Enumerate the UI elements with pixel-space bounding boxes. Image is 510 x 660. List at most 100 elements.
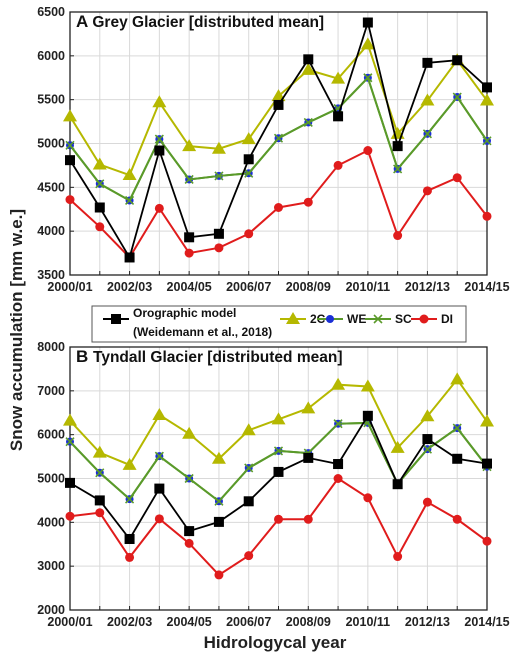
data-point-di <box>393 231 403 241</box>
data-point-c2 <box>450 372 465 385</box>
legend-marker-orographic <box>111 314 121 324</box>
x-tick-label: 2002/03 <box>107 280 152 294</box>
data-point-sc <box>125 195 135 206</box>
data-point-orographic <box>213 516 224 527</box>
data-point-c2 <box>152 95 167 108</box>
data-point-orographic <box>124 533 135 544</box>
y-tick-label: 2000 <box>37 603 65 617</box>
data-point-di <box>393 552 403 562</box>
series-di <box>65 146 492 262</box>
data-point-orographic <box>333 459 344 470</box>
data-point-sc <box>393 164 403 174</box>
x-tick-label: 2002/03 <box>107 615 152 629</box>
data-point-di <box>422 497 432 507</box>
x-tick-label: 2006/07 <box>226 615 271 629</box>
data-point-di <box>244 229 254 239</box>
legend-label: (Weidemann et al., 2018) <box>133 325 272 339</box>
x-tick-label: 2014/15 <box>464 280 509 294</box>
data-point-sc <box>214 496 224 506</box>
x-tick-label: 2000/01 <box>47 615 92 629</box>
y-tick-label: 8000 <box>37 340 65 354</box>
data-point-c2 <box>331 377 346 390</box>
data-point-c2 <box>182 139 197 152</box>
data-point-sc <box>95 468 105 478</box>
y-tick-label: 4500 <box>37 180 65 194</box>
data-point-orographic <box>392 479 403 490</box>
data-point-sc <box>154 451 164 461</box>
x-tick-label: 2012/13 <box>405 280 450 294</box>
panel-a-grey-glacier: 3500 4000 4500 5000 5500 6000 6500 2000/01 2002/… <box>37 5 509 294</box>
data-point-c2 <box>271 412 286 425</box>
data-point-sc <box>422 129 432 139</box>
data-point-orographic <box>422 434 433 445</box>
data-point-c2 <box>211 141 226 154</box>
data-point-c2 <box>420 93 435 106</box>
x-tick-label: 2014/15 <box>464 615 509 629</box>
data-point-di <box>125 552 135 562</box>
y-axis-label: Snow accumulation [mm w.e.] <box>7 209 26 451</box>
data-point-sc <box>452 423 462 433</box>
data-point-di <box>422 186 432 196</box>
data-point-sc <box>244 168 254 178</box>
data-point-c2 <box>122 457 137 470</box>
y-tick-label: 4000 <box>37 515 65 529</box>
data-point-c2 <box>480 414 494 427</box>
data-point-orographic <box>94 202 105 213</box>
data-point-sc <box>422 444 432 454</box>
data-point-orographic <box>213 228 224 239</box>
legend-item-c2: 2C <box>280 312 326 326</box>
data-point-orographic <box>65 477 75 488</box>
x-tick-label: 2010/11 <box>346 280 391 294</box>
x-tick-label: 2000/01 <box>47 280 92 294</box>
data-point-orographic <box>392 141 403 152</box>
data-point-sc <box>452 92 462 102</box>
panel-title: B Tyndall Glacier [distributed mean] <box>76 347 342 366</box>
x-axis-label: Hidrologycal year <box>204 633 347 652</box>
data-point-orographic <box>303 54 314 65</box>
data-point-di <box>95 222 105 232</box>
data-point-sc <box>273 446 284 456</box>
y-tick-label: 7000 <box>37 384 65 398</box>
data-point-orographic <box>94 495 105 506</box>
data-point-c2 <box>390 440 405 453</box>
data-point-sc <box>65 140 75 150</box>
data-point-di <box>65 511 75 521</box>
data-point-sc <box>65 437 75 447</box>
legend-marker-we <box>326 315 334 323</box>
data-point-di <box>452 514 462 524</box>
data-point-c2 <box>182 426 197 439</box>
data-point-orographic <box>273 466 284 477</box>
x-tick-label: 2010/11 <box>346 615 391 629</box>
data-point-di <box>482 211 492 221</box>
data-point-orographic <box>482 458 492 469</box>
y-tick-label: 6500 <box>37 5 65 19</box>
x-tick-label: 2004/05 <box>167 280 212 294</box>
data-point-orographic <box>452 55 463 66</box>
data-point-c2 <box>241 423 256 436</box>
legend-label: WE <box>347 312 366 326</box>
data-point-c2 <box>360 37 375 50</box>
data-point-orographic <box>362 17 373 28</box>
data-point-di <box>452 173 462 183</box>
data-point-sc <box>363 73 373 83</box>
data-point-c2 <box>92 157 107 170</box>
data-point-sc <box>273 133 284 143</box>
data-point-orographic <box>243 496 254 507</box>
legend-label: DI <box>441 312 453 326</box>
data-point-di <box>95 508 105 518</box>
data-point-c2 <box>211 451 226 464</box>
legend-item-di: DI <box>411 312 453 326</box>
y-tick-label: 6000 <box>37 49 65 63</box>
data-point-orographic <box>333 111 344 122</box>
series-c2 <box>63 372 494 470</box>
data-point-di <box>244 551 254 561</box>
data-point-orographic <box>362 410 373 421</box>
data-point-di <box>214 243 224 253</box>
data-point-sc <box>95 179 105 189</box>
data-point-orographic <box>184 526 195 537</box>
data-point-orographic <box>243 154 254 165</box>
data-point-c2 <box>480 93 494 106</box>
data-point-sc <box>184 473 194 484</box>
panel-b-tyndall-glacier: 2000 3000 4000 5000 6000 7000 8000 2000/01 2002/… <box>37 340 509 629</box>
data-point-c2 <box>420 409 435 422</box>
